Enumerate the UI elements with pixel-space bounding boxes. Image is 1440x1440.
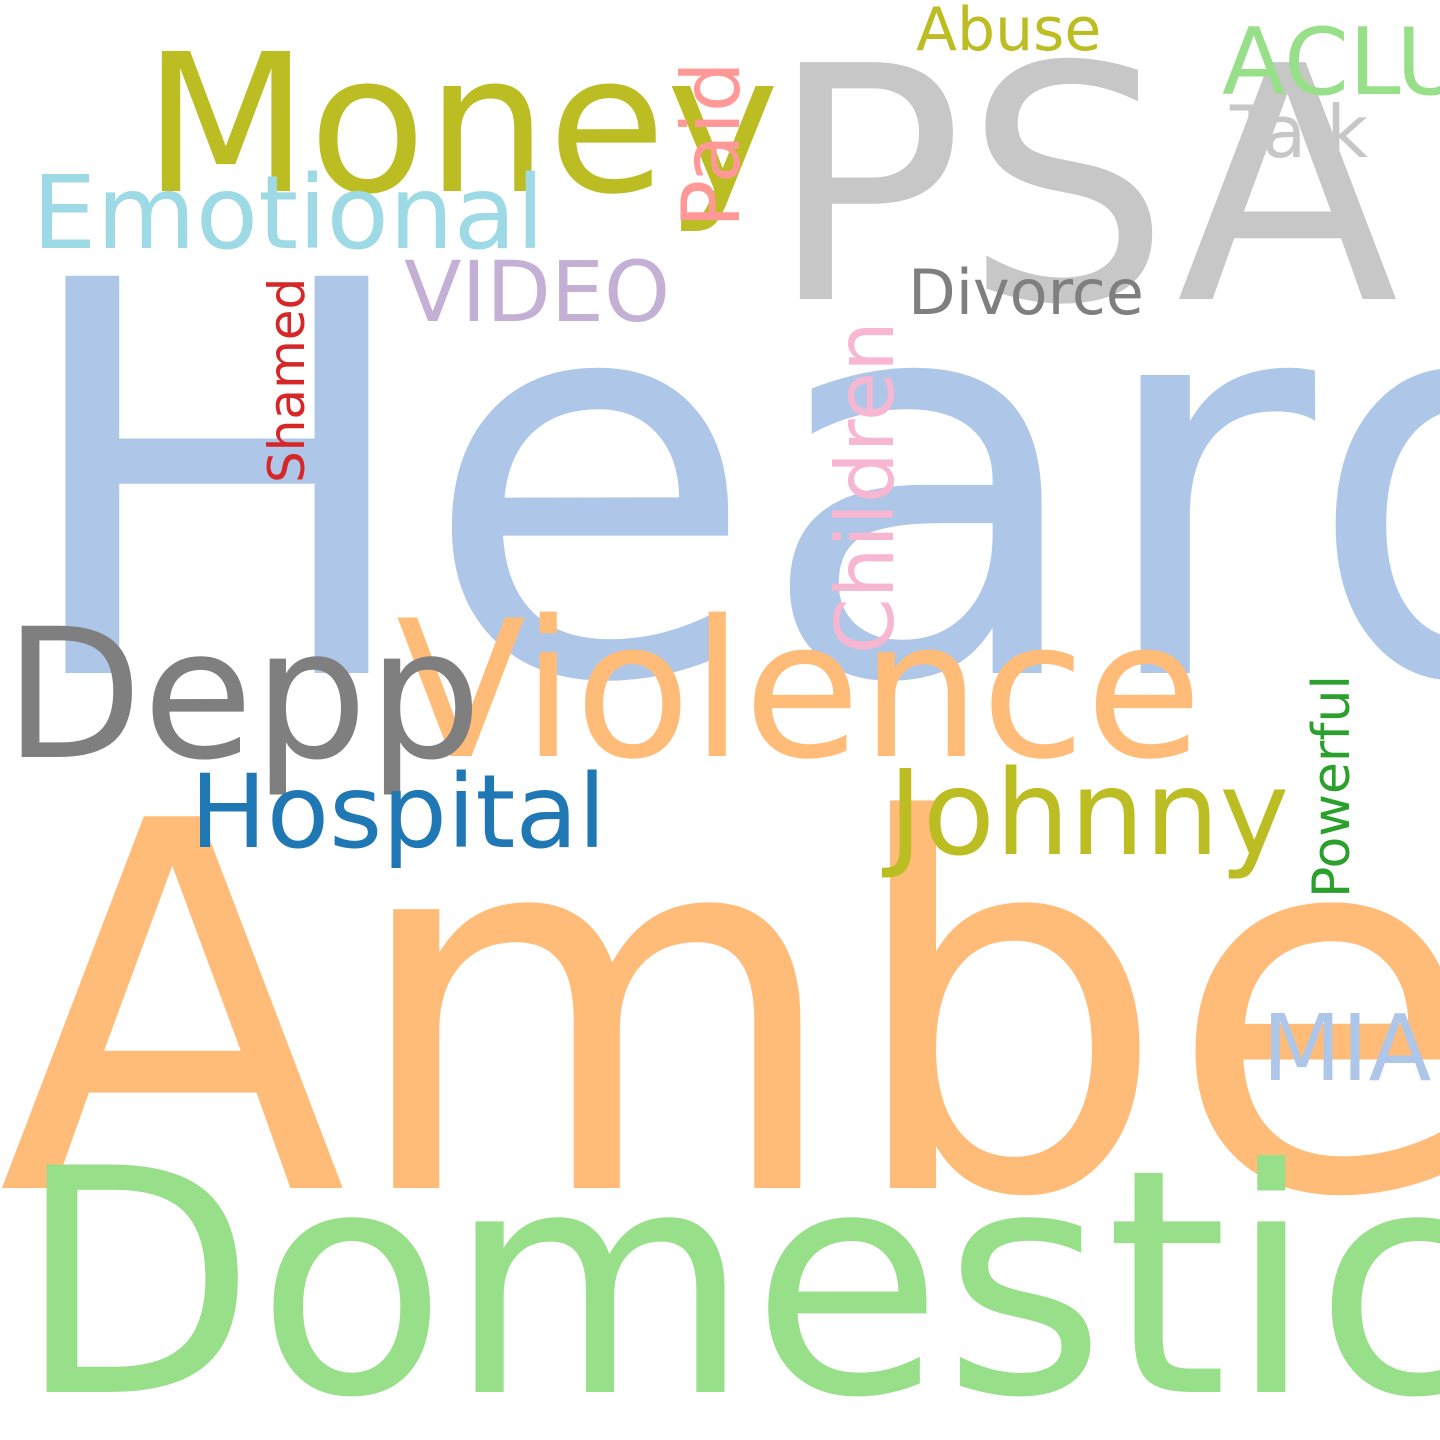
word-aclu: ACLU — [1222, 8, 1440, 116]
word-divorce: Divorce — [908, 256, 1144, 329]
word-money: Money — [143, 14, 780, 237]
word-video: VIDEO — [404, 243, 671, 341]
word-heard: Heard — [12, 167, 1440, 802]
word-depp: Depp — [4, 591, 482, 800]
word-powerful: Powerful — [1302, 675, 1362, 898]
word-emotional: Emotional — [32, 154, 545, 273]
word-domestic: Domestic — [16, 1102, 1440, 1440]
word-children: Children — [819, 321, 912, 654]
word-talk: Talk — [1230, 90, 1368, 174]
word-mia: MIA — [1262, 995, 1432, 1102]
word-psa: PSA — [768, 0, 1399, 376]
word-abuse: Abuse — [916, 0, 1102, 65]
word-johnny: Johnny — [888, 744, 1290, 882]
word-hospital: Hospital — [190, 753, 607, 872]
word-paid: Paid — [665, 61, 758, 228]
word-violence: Violence — [396, 580, 1203, 801]
word-shamed: Shamed — [258, 277, 316, 483]
word-amber: Amber — [0, 716, 1440, 1309]
